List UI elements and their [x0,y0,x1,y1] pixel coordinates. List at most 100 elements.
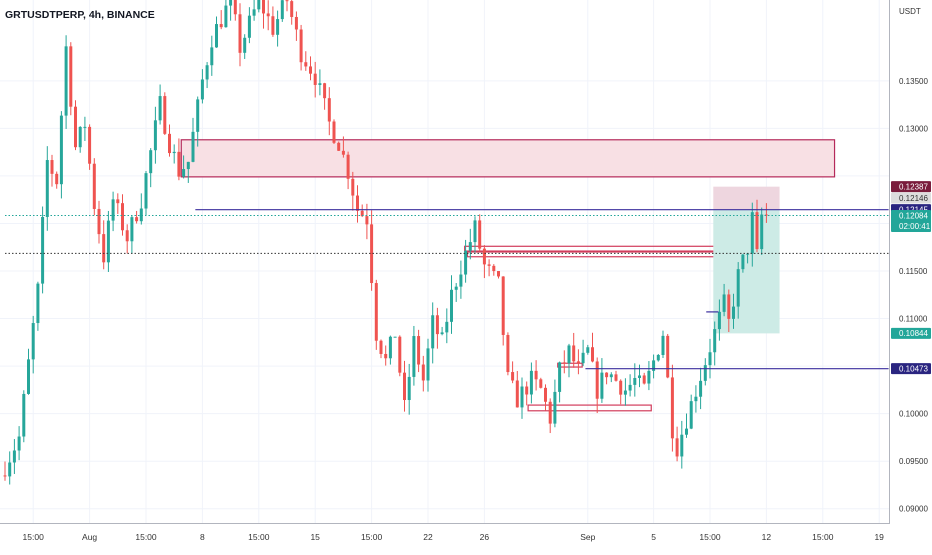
candle-body [764,214,768,216]
candle [83,116,87,142]
candle [699,367,703,410]
candle [285,0,289,12]
candle-body [497,271,500,277]
candle [628,374,632,397]
candle [760,207,764,255]
candle-body [544,387,547,402]
candle-body [252,9,256,16]
candle-body [694,396,698,402]
time-tick-label: 26 [480,532,490,542]
candle [656,353,660,362]
candle [121,194,124,236]
candle-body [36,283,40,324]
candle-body [736,269,740,307]
candle [69,42,73,116]
price-label-text: 0.12146 [899,194,928,203]
candle [732,293,735,329]
candle-body [741,254,745,270]
candle-body [722,294,726,312]
candle-body [276,19,280,35]
candle-body [224,5,228,28]
support-price-label: 0.10473 [891,363,931,375]
time-tick-label: 19 [874,532,884,542]
price-tick-label: 0.13000 [899,124,928,133]
candle [670,364,674,452]
candle-body [177,151,181,177]
candle-body [370,224,374,284]
candle-body [450,289,453,322]
candle [323,82,327,110]
candle-body [713,329,717,353]
candle-body [172,151,176,154]
candle-body [501,276,505,335]
candle-body [116,199,120,204]
candle-body [280,0,284,20]
candle-body [158,96,162,121]
candle-body [144,173,148,209]
candle [736,262,740,319]
candle [529,362,533,404]
candle [219,10,223,30]
time-tick-label: Aug [82,532,97,542]
symbol-label[interactable]: GRTUSDTPERP, 4h, BINANCE [5,9,155,21]
candle-body [464,250,468,275]
candle [591,332,594,363]
candle [50,154,54,187]
price-axis[interactable]: 0.09000 0.09500 0.10000 0.11000 0.11500 0.130… [899,77,928,514]
candle-body [435,315,439,335]
candle-body [45,160,49,217]
time-axis[interactable]: 15:00 Aug 15:00 8 15:00 15 15:00 22 26 Sep 5 15:00 1… [23,532,885,542]
candle [567,343,571,378]
candle-body [609,374,613,378]
candle [102,220,106,270]
candle-body [294,16,298,30]
candle [487,259,491,277]
candle-body [717,311,721,330]
candle-body [511,372,515,381]
candle [609,372,613,383]
candle-body [210,47,214,66]
candle-body [412,336,416,377]
price-tick-label: 0.11000 [899,315,928,324]
candle-body [440,332,444,335]
candle [746,253,750,264]
candle [482,245,486,279]
candle [149,148,153,188]
time-tick-label: 15:00 [248,532,270,542]
candle [384,345,388,366]
candle-body [703,365,707,381]
candle [661,330,665,359]
candle [374,279,378,350]
candle-body [760,214,764,250]
candle [177,138,181,181]
candle [478,214,482,252]
low-range-box [527,404,652,412]
candle [200,69,204,104]
candle [468,228,472,260]
time-tick-label: 22 [423,532,433,542]
candle [694,385,698,413]
candle-body [670,377,674,439]
candle-body [445,321,449,333]
candle-body [247,15,251,38]
candle [332,119,336,145]
candle-body [459,274,463,287]
candle [581,339,585,367]
candle-body [666,335,670,378]
candle [210,35,214,76]
price-label-bg [891,181,931,193]
candle [12,439,16,474]
candle [619,379,623,405]
candle [539,377,543,389]
candle [459,260,463,299]
candle [135,210,139,224]
price-tick-label: 0.13500 [899,77,928,86]
candle [125,224,129,254]
candle-body [638,375,641,378]
candle [562,350,566,374]
candle-body [121,203,124,231]
candle-body [139,208,143,222]
